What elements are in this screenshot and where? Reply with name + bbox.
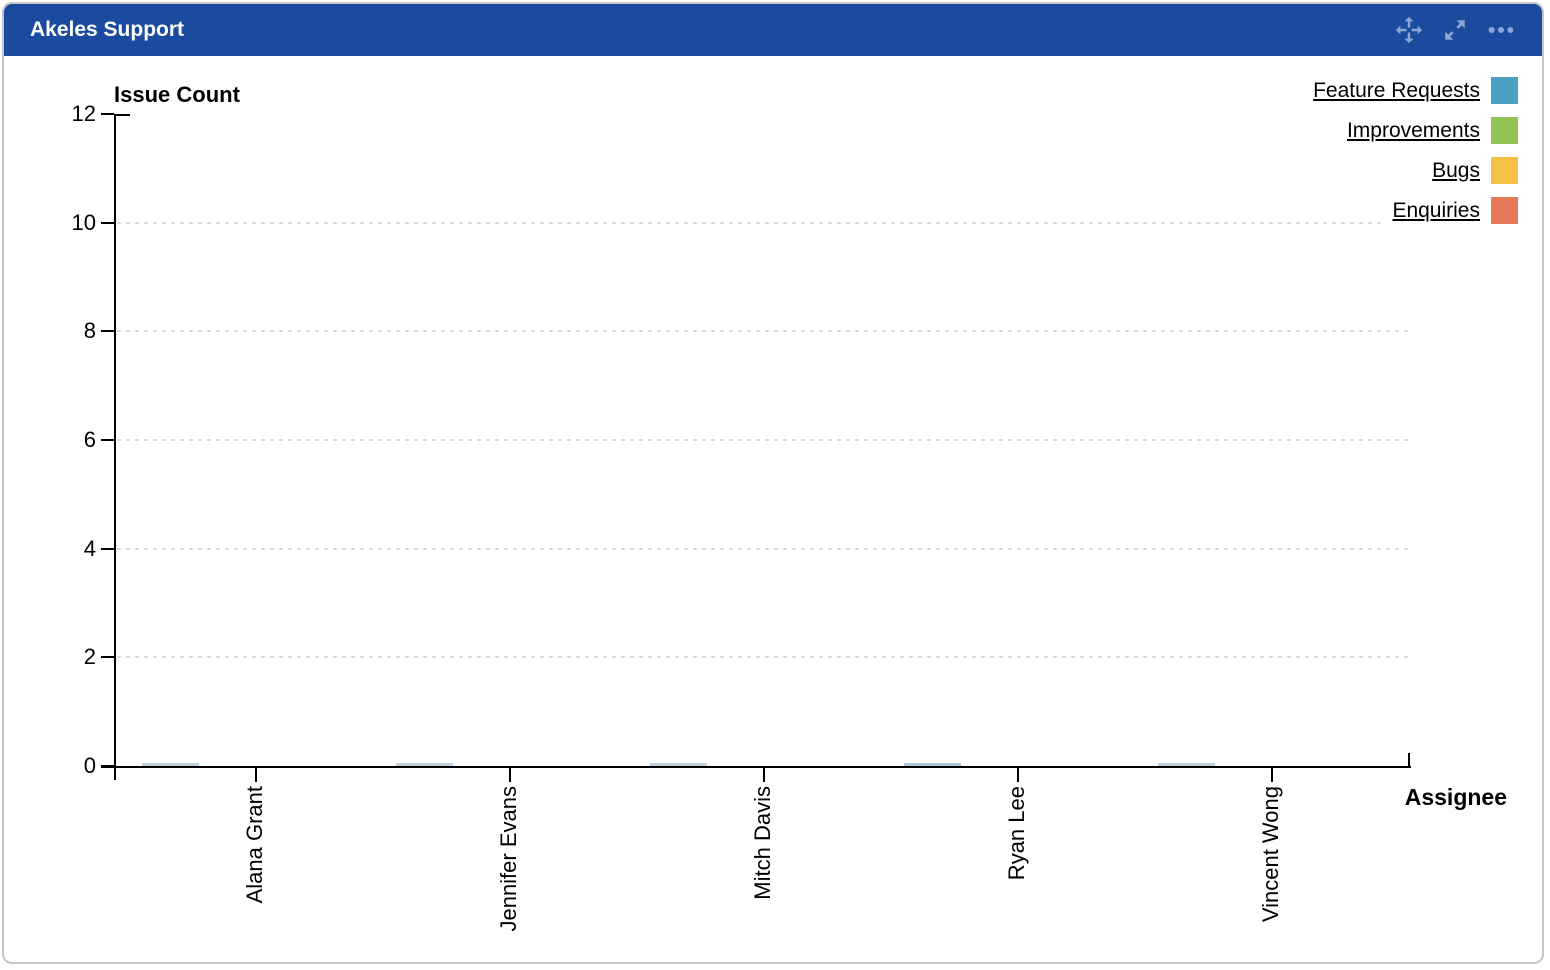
bar-sliver — [1158, 763, 1215, 766]
chart-area: Issue Count Assignee 0 2 4 6 8 10 12 Alana Gran… — [4, 56, 1542, 962]
y-axis-line — [114, 114, 116, 780]
y-axis-top-cap — [114, 114, 130, 116]
x-tick — [1271, 768, 1273, 782]
x-axis-title: Assignee — [1404, 784, 1507, 810]
legend-item[interactable]: Feature Requests — [1305, 77, 1518, 104]
y-tick-label: 8 — [83, 318, 96, 344]
x-tick — [763, 768, 765, 782]
bar-sliver — [650, 763, 707, 766]
legend-label[interactable]: Enquiries — [1392, 198, 1480, 222]
y-tick — [101, 547, 114, 550]
legend-item[interactable]: Bugs — [1424, 157, 1518, 184]
x-category-label: Ryan Lee — [1004, 786, 1029, 881]
legend-label[interactable]: Bugs — [1432, 158, 1480, 182]
legend-item[interactable]: Enquiries — [1384, 197, 1518, 224]
gridline — [117, 221, 1409, 224]
y-tick-label: 2 — [83, 644, 96, 670]
y-tick-label: 10 — [71, 209, 96, 235]
x-axis-end-cap — [1408, 753, 1410, 768]
y-tick-label: 0 — [83, 753, 96, 778]
y-tick — [101, 221, 114, 224]
x-axis-line — [101, 766, 1411, 768]
move-icon[interactable] — [1394, 15, 1424, 45]
x-category-label: Jennifer Evans — [496, 786, 521, 932]
y-tick-label: 6 — [83, 427, 96, 452]
gadget-header-actions — [1394, 15, 1516, 45]
bar-sliver — [904, 763, 961, 766]
y-tick — [101, 113, 114, 115]
x-category-label: Vincent Wong — [1258, 786, 1283, 923]
x-tick — [509, 768, 511, 782]
legend-item[interactable]: Improvements — [1338, 117, 1518, 144]
legend-swatch — [1491, 157, 1518, 184]
y-tick — [101, 439, 114, 441]
gadget-header: Akeles Support — [4, 4, 1542, 56]
legend-swatch — [1491, 197, 1518, 224]
expand-icon[interactable] — [1442, 17, 1468, 43]
x-category-label: Mitch Davis — [750, 786, 775, 900]
y-tick-label: 4 — [83, 535, 96, 561]
bar-sliver — [396, 763, 453, 766]
gadget-title: Akeles Support — [30, 18, 185, 41]
y-tick-label: 12 — [71, 101, 96, 126]
y-axis-title: Issue Count — [114, 82, 240, 107]
x-tick — [1017, 768, 1019, 782]
y-tick — [101, 656, 114, 659]
y-tick — [101, 765, 114, 767]
y-tick — [101, 330, 114, 333]
legend-label[interactable]: Feature Requests — [1313, 78, 1480, 102]
legend-swatch — [1491, 77, 1518, 104]
gridline — [117, 547, 1409, 550]
legend-swatch — [1491, 117, 1518, 144]
gridline — [117, 656, 1409, 659]
x-tick — [255, 768, 257, 782]
legend-label[interactable]: Improvements — [1346, 118, 1480, 142]
more-options-icon[interactable] — [1486, 15, 1516, 45]
gridline — [117, 330, 1409, 333]
bar-sliver — [142, 763, 199, 766]
gridline — [117, 439, 1409, 441]
x-category-label: Alana Grant — [242, 786, 267, 904]
